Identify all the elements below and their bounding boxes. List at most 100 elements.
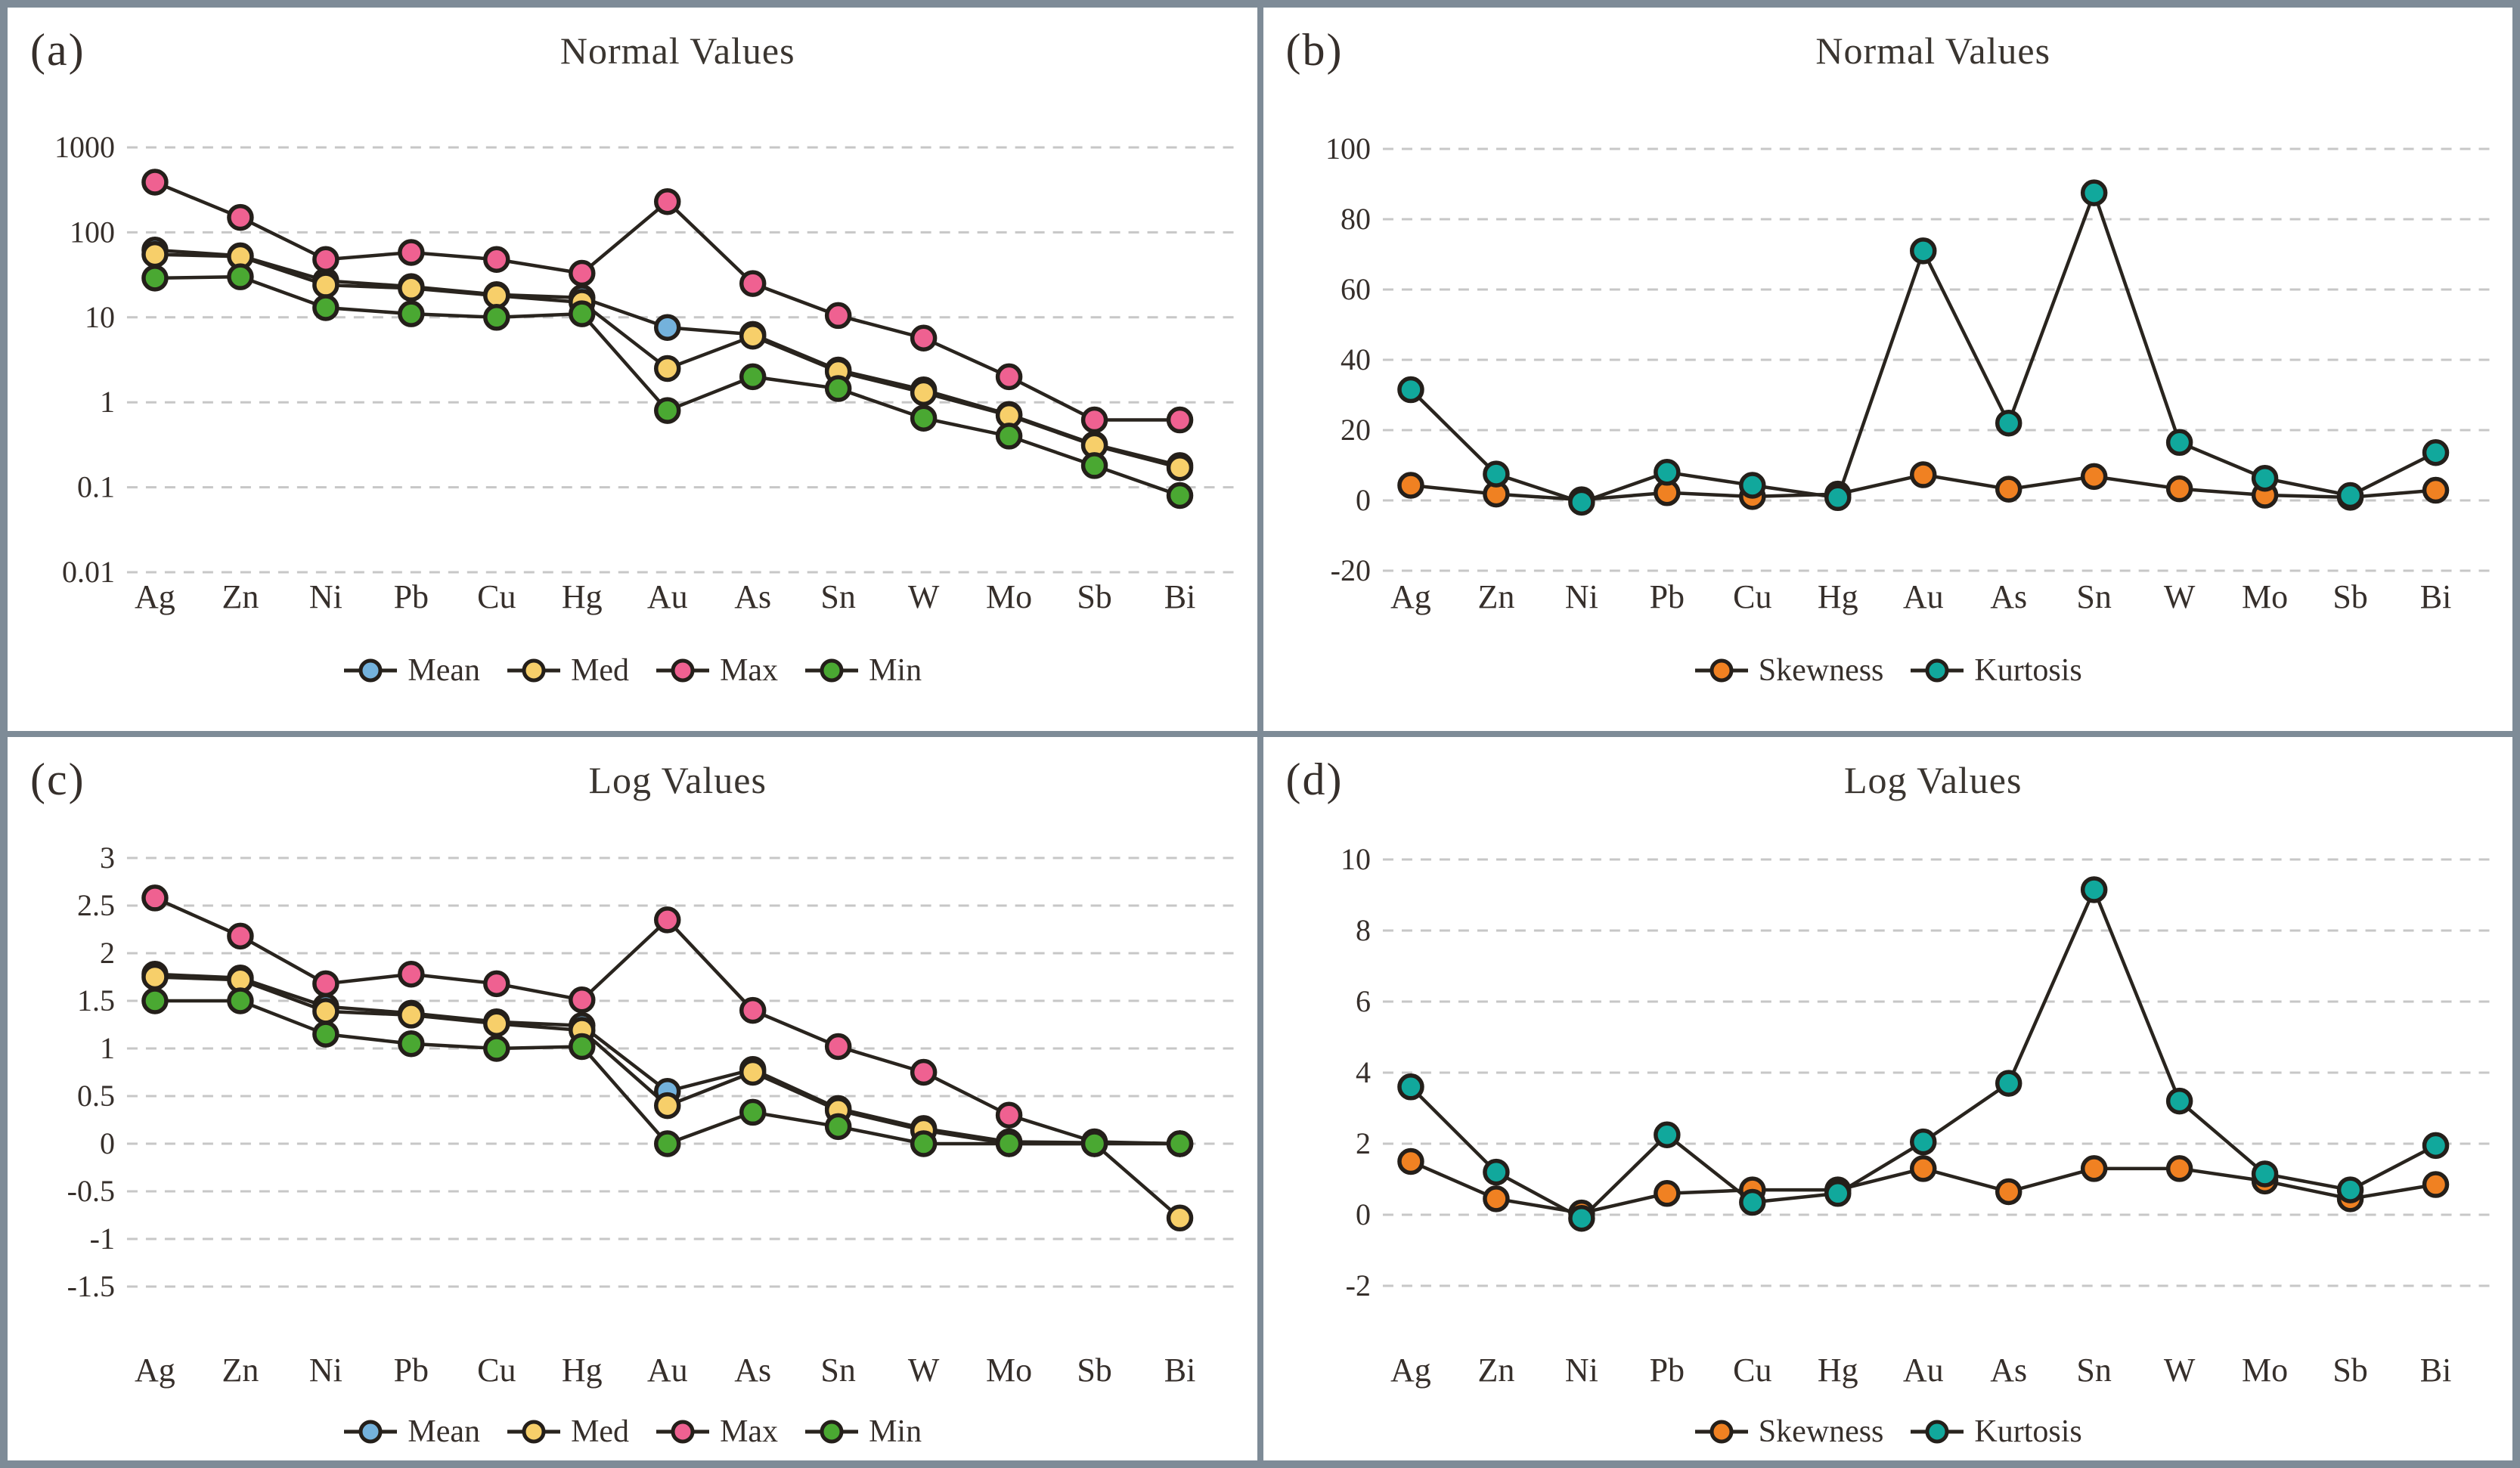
panel-d-letter: (d)	[1285, 754, 1344, 804]
kurtosis-marker-cu	[1738, 1188, 1766, 1216]
legend-dot	[522, 1420, 546, 1444]
panel-c-legend: Mean Med Max Min	[8, 1414, 1257, 1450]
min-marker-w	[910, 1130, 938, 1157]
max-marker-mo	[995, 1101, 1023, 1129]
legend-item-skewness: Skewness	[1694, 652, 1884, 689]
x-category-label: Sn	[820, 1352, 855, 1389]
x-category-label: Au	[1902, 578, 1943, 615]
legend-dot	[358, 1420, 383, 1444]
min-line	[154, 999, 1180, 1146]
legend-label-max: Max	[720, 653, 779, 688]
med-marker-pb	[398, 274, 425, 302]
kurtosis-marker-ag	[1396, 1073, 1424, 1101]
kurtosis-marker-w	[2165, 429, 2193, 457]
x-category-label: Pb	[394, 578, 429, 615]
max-legend-marker	[656, 658, 710, 683]
legend-item-kurtosis: Kurtosis	[1909, 652, 2082, 689]
legend-item-max: Max	[655, 652, 778, 689]
kurtosis-marker-hg	[1824, 484, 1852, 512]
kurtosis-marker-sb	[2336, 482, 2363, 509]
legend-dot	[1925, 1420, 1949, 1444]
kurtosis-marker-mo	[2251, 1160, 2278, 1188]
min-legend-marker	[805, 1420, 859, 1444]
panel-b-chart: 100 80 60 40 20 0 -20 Ag Zn Ni Pb Cu Hg Au As Sn W Mo Sb Bi	[1325, 132, 2494, 615]
legend-label-min: Min	[869, 653, 922, 688]
y-tick-label: 0	[1355, 483, 1370, 517]
panel-a-title: Normal Values	[559, 29, 795, 72]
skewness-marker-ag	[1396, 1147, 1424, 1175]
legend-dot	[1709, 1420, 1734, 1444]
y-tick-label: -1	[90, 1222, 115, 1256]
x-category-label: Mo	[2242, 578, 2288, 615]
legend-item-min: Min	[804, 652, 922, 689]
kurtosis-marker-mo	[2251, 464, 2278, 492]
y-tick-label: 6	[1355, 984, 1370, 1018]
panel-b-legend: Skewness Kurtosis	[1263, 652, 2513, 689]
min-marker-bi	[1166, 482, 1194, 509]
legend-dot	[522, 658, 546, 683]
min-marker-as	[739, 363, 767, 391]
med-marker-ag	[141, 963, 169, 991]
kurtosis-marker-pb	[1653, 1121, 1681, 1148]
kurtosis-marker-sn	[2080, 876, 2107, 903]
legend-dot	[671, 658, 695, 683]
kurtosis-marker-w	[2165, 1087, 2193, 1115]
y-tick-label: 0	[1355, 1197, 1370, 1231]
max-marker-w	[910, 1058, 938, 1086]
legend-label-skewness: Skewness	[1758, 653, 1884, 688]
x-category-label: Hg	[1817, 578, 1858, 615]
min-marker-w	[910, 404, 938, 432]
legend-dot	[671, 1420, 695, 1444]
legend-label-max: Max	[720, 1414, 779, 1449]
kurtosis-marker-hg	[1824, 1180, 1852, 1207]
legend-item-med: Med	[506, 652, 629, 689]
panel-c: (c) Log Values 3 2.5 2 1.5 1 0.5 0 -0.5 -1 -1.5 Ag…	[8, 737, 1257, 1460]
x-category-label: Sn	[2076, 578, 2111, 615]
x-category-label: Pb	[1649, 578, 1684, 615]
y-tick-label: 0	[100, 1126, 115, 1160]
x-category-label: Ag	[135, 1352, 175, 1389]
y-tick-label: 2	[100, 936, 115, 970]
min-marker-ag	[141, 265, 169, 292]
x-category-label: Zn	[1477, 578, 1514, 615]
skewness-marker-w	[2165, 475, 2193, 503]
x-category-label: Sb	[1077, 1352, 1111, 1389]
min-marker-cu	[483, 304, 510, 331]
max-marker-mo	[995, 363, 1023, 391]
skewness-legend-marker	[1694, 658, 1748, 683]
legend-label-med: Med	[571, 653, 630, 688]
med-marker-cu	[483, 1010, 510, 1037]
panel-b: (b) Normal Values 100 80 60 40 20 0 -20 Ag Zn Ni P…	[1263, 8, 2513, 731]
y-tick-label: -1.5	[67, 1269, 115, 1303]
max-marker-ag	[141, 169, 169, 196]
max-marker-hg	[569, 259, 596, 287]
max-marker-pb	[398, 960, 425, 988]
panel-d: (d) Log Values 10 8 6 4 2 0 -2 Ag Zn Ni Pb Cu Hg Au As…	[1263, 737, 2512, 1460]
med-marker-ag	[141, 240, 169, 268]
legend-label-min: Min	[869, 1414, 922, 1449]
y-tick-label: 2.5	[77, 888, 115, 922]
min-marker-ni	[312, 294, 339, 321]
legend-label-mean: Mean	[408, 653, 481, 688]
x-category-label: Mo	[986, 578, 1032, 615]
x-category-label: As	[1990, 578, 2027, 615]
skewness-marker-as	[1995, 475, 2022, 503]
y-tick-label: 1	[100, 1031, 115, 1065]
legend-label-kurtosis: Kurtosis	[1974, 653, 2082, 688]
legend-label-med: Med	[571, 1414, 630, 1449]
mean-legend-marker	[344, 658, 398, 683]
x-category-label: Zn	[222, 578, 259, 615]
y-tick-label: 10	[85, 300, 115, 334]
y-tick-label: -2	[1345, 1268, 1370, 1302]
legend-dot	[1925, 658, 1949, 683]
x-category-label: Sb	[2332, 1352, 2367, 1389]
y-tick-label: 8	[1355, 913, 1370, 947]
kurtosis-legend-marker	[1911, 1420, 1964, 1444]
med-marker-ni	[312, 998, 339, 1025]
med-legend-marker	[507, 658, 561, 683]
kurtosis-marker-as	[1995, 1070, 2022, 1097]
x-category-label: W	[908, 578, 940, 615]
kurtosis-marker-zn	[1482, 1158, 1510, 1186]
y-tick-label: 60	[1340, 272, 1370, 306]
skewness-marker-bi	[2422, 476, 2449, 504]
